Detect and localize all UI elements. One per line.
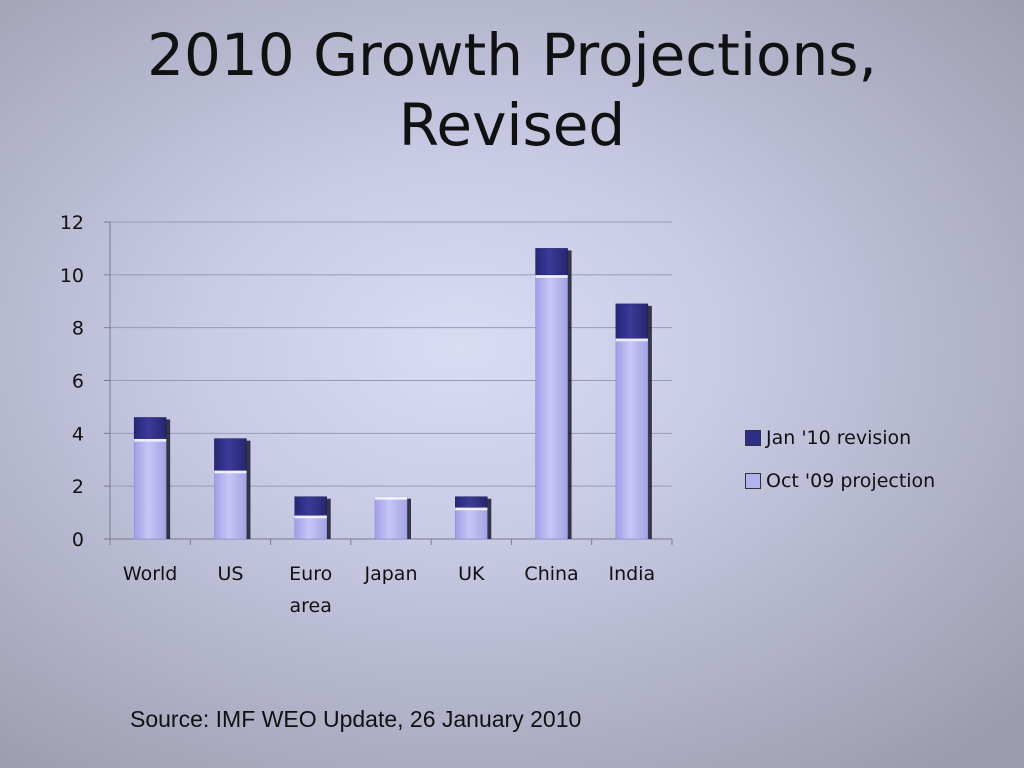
bar-highlight [455,507,488,511]
bar-oct09-euro-area [294,514,327,540]
bar-jan10-euro-area [294,496,327,516]
bar-highlight [294,515,327,519]
bar-highlight [214,470,247,474]
bar-jan10-world [133,417,167,439]
chart-legend: Jan '10 revision Oct '09 projection [745,424,935,510]
bar-jan10-uk [455,496,488,508]
legend-label-projection: Oct '09 projection [766,470,936,492]
legend-label-revision: Jan '10 revision [766,427,912,449]
bar-highlight [615,338,648,342]
bar-oct09-uk [455,507,488,540]
legend-item-revision: Jan '10 revision [745,424,935,452]
y-tick-label: 8 [72,318,84,340]
source-note: Source: IMF WEO Update, 26 January 2010 [130,706,582,732]
y-tick-label: 0 [72,529,84,551]
legend-swatch-revision [745,430,761,446]
x-category-label: UK [458,563,485,585]
y-tick-label: 6 [72,371,84,393]
bar-oct09-world [133,438,167,540]
bar-jan10-china [535,248,568,276]
x-category-label: Japan [364,563,418,585]
bar-oct09-us [214,470,247,540]
bar-highlight [375,496,407,500]
bar-jan10-us [214,438,247,471]
y-tick-label: 10 [60,265,84,287]
chart-title: 2010 Growth Projections, Revised [0,20,1024,160]
bar-highlight [535,274,568,278]
y-tick-label: 12 [60,212,84,234]
x-category-label: World [123,563,177,585]
bar-highlight [134,438,167,442]
title-line-1: 2010 Growth Projections, [147,21,877,89]
legend-swatch-projection [745,473,761,489]
legend-item-projection: Oct '09 projection [745,467,935,495]
x-category-label: area [290,595,332,617]
x-category-label: Euro [289,563,332,585]
bar-jan10-india [615,303,649,339]
x-category-label: US [217,563,243,585]
x-category-label: India [609,563,656,585]
y-tick-label: 4 [72,423,84,445]
bar-oct09-china [535,274,568,540]
bar-oct09-india [615,337,649,540]
x-category-label: China [524,563,578,585]
bar-oct09-japan [374,496,408,540]
title-line-2: Revised [398,91,626,159]
y-tick-label: 2 [72,476,84,498]
